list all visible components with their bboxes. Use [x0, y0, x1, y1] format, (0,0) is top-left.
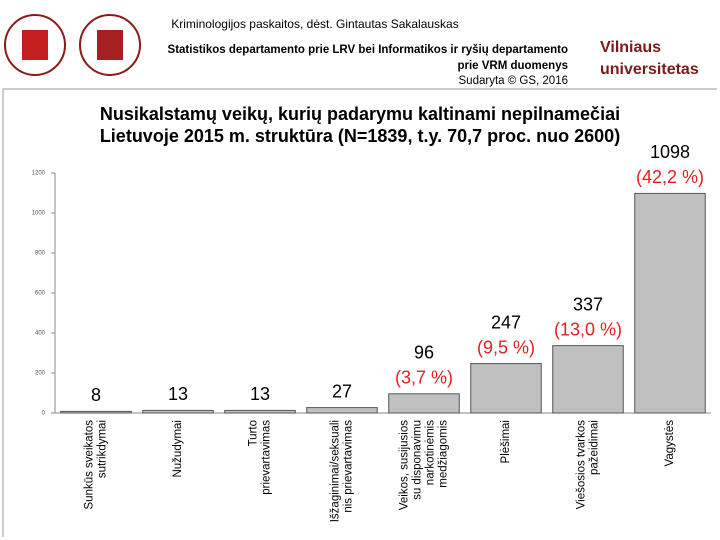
x-tick-label: Nužudymai: [172, 420, 184, 478]
percent-label: (13,0 %): [554, 319, 622, 339]
value-label: 13: [168, 384, 188, 404]
x-tick-label: Vagystės: [664, 420, 676, 467]
percent-label: (9,5 %): [477, 337, 535, 357]
x-tick-label: pažeidimai: [589, 420, 601, 475]
value-label: 8: [91, 385, 101, 405]
x-tick-label: Viešosios tvarkos: [576, 420, 588, 510]
logo-left: [4, 14, 141, 76]
value-label: 337: [573, 294, 603, 314]
x-tick-label: su disponavimu: [412, 420, 424, 500]
y-tick-label: 600: [35, 291, 46, 297]
y-tick-label: 1200: [32, 171, 46, 177]
value-label: 247: [491, 312, 521, 332]
bar: [224, 409, 296, 414]
percent-label: (42,2 %): [636, 167, 704, 187]
brand-text: universitetas: [600, 61, 699, 78]
x-tick-label: nis prievartavimas: [343, 420, 355, 513]
source-text: Sudaryta © GS, 2016: [459, 75, 568, 87]
x-tick-label: Sunkūs sveikatos: [84, 420, 96, 510]
x-tick-label: Išžaginimai/seksuali: [330, 420, 342, 522]
y-tick-label: 0: [42, 411, 46, 417]
x-tick-label: narkotinėmis: [425, 420, 437, 485]
bar: [634, 192, 706, 414]
bar: [388, 393, 460, 414]
y-tick-label: 800: [35, 251, 46, 257]
chart-title: Nusikalstamų veikų, kurių padarymu kalti…: [100, 104, 620, 124]
x-tick-label: Veikos, susijusios: [399, 420, 411, 510]
y-tick-label: 200: [35, 371, 46, 377]
bar: [470, 363, 542, 414]
value-label: 96: [414, 343, 434, 363]
bar: [552, 345, 624, 414]
x-tick-label: medžiagomis: [438, 420, 450, 488]
x-tick-label: prievartavimas: [261, 420, 273, 495]
brand-text: Vilniaus: [600, 39, 661, 56]
x-tick-label: Turto: [248, 420, 260, 446]
y-tick-label: 400: [35, 331, 46, 337]
course-text: Kriminologijos paskaitos, dėst. Gintauta…: [171, 17, 458, 31]
percent-label: (3,7 %): [395, 368, 453, 388]
value-label: 27: [332, 381, 352, 401]
bar: [306, 407, 378, 414]
source-text: prie VRM duomenys: [457, 60, 568, 72]
y-tick-label: 1000: [32, 211, 46, 217]
source-text: Statistikos departamento prie LRV bei In…: [168, 44, 568, 56]
bar: [142, 409, 214, 414]
chart-title: Lietuvoje 2015 m. struktūra (N=1839, t.y…: [100, 126, 620, 146]
value-label: 1098: [650, 142, 690, 162]
value-label: 13: [250, 384, 270, 404]
x-tick-label: Plėšimai: [500, 420, 512, 463]
x-tick-label: sutrikdymai: [97, 420, 109, 478]
bar: [60, 410, 132, 414]
